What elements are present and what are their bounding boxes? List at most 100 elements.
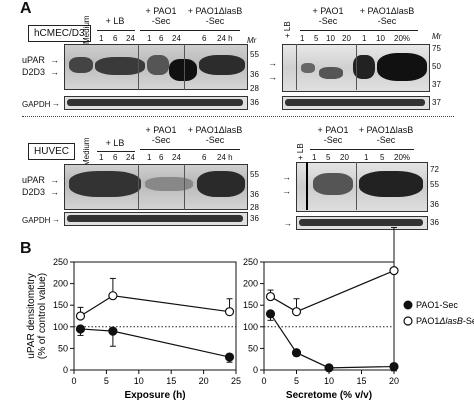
pao1-header-r2-sub: -Sec bbox=[323, 135, 343, 145]
tick: 20 bbox=[342, 34, 351, 43]
arrow-upar-right: → bbox=[268, 58, 277, 68]
mr-label-r: Mr bbox=[432, 32, 442, 41]
blot-gapdh-huvec-r bbox=[296, 216, 428, 230]
tick: 1 bbox=[312, 153, 317, 162]
pao1-header-line bbox=[140, 30, 240, 31]
y-tick-label: 150 bbox=[243, 300, 258, 310]
gapdh-label-top: GAPDH bbox=[22, 100, 51, 109]
tick: 1 bbox=[147, 34, 152, 43]
x-tick-label: 5 bbox=[294, 376, 299, 386]
x-axis-label: Exposure (h) bbox=[124, 390, 185, 401]
legend-part: -Sec bbox=[463, 316, 474, 326]
data-point bbox=[108, 326, 118, 336]
lasb-header-r: + PAO1ΔlasB bbox=[359, 6, 415, 16]
cell-label-hcmec: hCMEC/D3 bbox=[28, 25, 91, 42]
y-tick-label: 100 bbox=[243, 322, 258, 332]
x-tick-label: 0 bbox=[261, 376, 266, 386]
cell-label-huvec: HUVEC bbox=[28, 143, 76, 160]
mw-tick: 36 bbox=[250, 70, 259, 79]
arrow-upar-top: → bbox=[50, 55, 59, 65]
x-tick-label: 5 bbox=[104, 376, 109, 386]
data-point bbox=[108, 291, 118, 301]
tick: 1 bbox=[364, 153, 369, 162]
arrow-gapdh-top: → bbox=[52, 99, 60, 108]
tick: 24 h bbox=[217, 153, 233, 162]
x-tick-label: 15 bbox=[356, 376, 366, 386]
y-tick-label: 50 bbox=[248, 343, 258, 353]
tick: 1 bbox=[99, 153, 104, 162]
lasb-header: + PAO1ΔlasB bbox=[187, 6, 243, 16]
tick: 24 h bbox=[217, 34, 233, 43]
y-tick-label: 150 bbox=[53, 300, 68, 310]
tick: 24 bbox=[172, 34, 181, 43]
pao1-header: + PAO1 bbox=[145, 6, 177, 16]
y-tick-label: 0 bbox=[63, 365, 68, 375]
mw-tick: 50 bbox=[432, 62, 441, 71]
series-line bbox=[270, 270, 395, 313]
mw-tick: 36 bbox=[430, 200, 439, 209]
series-line bbox=[80, 328, 230, 358]
mw-tick: 75 bbox=[432, 44, 441, 53]
arrow-d2d3-right-2: → bbox=[282, 186, 291, 196]
data-point bbox=[265, 291, 276, 302]
x-tick-label: 0 bbox=[71, 376, 76, 386]
pao1-header-2: + PAO1 bbox=[145, 125, 177, 135]
blot-gapdh-huvec bbox=[64, 212, 248, 226]
gapdh-label-bottom: GAPDH bbox=[22, 216, 51, 225]
tick: 24 bbox=[126, 34, 135, 43]
tick: 20% bbox=[394, 34, 411, 43]
lb-header-2: + LB bbox=[105, 138, 125, 148]
mw-tick: 55 bbox=[250, 50, 259, 59]
mw-tick: 55 bbox=[430, 180, 439, 189]
pao1-header-r: + PAO1 bbox=[312, 6, 344, 16]
tick: 6 bbox=[202, 153, 207, 162]
data-point bbox=[224, 307, 235, 317]
mw-tick: 36 bbox=[430, 218, 439, 227]
tick: 24 bbox=[172, 153, 181, 162]
d2d3-label-top: D2D3 bbox=[22, 67, 46, 77]
x-tick-label: 20 bbox=[389, 376, 399, 386]
mw-tick: 28 bbox=[250, 84, 259, 93]
tick: 24 bbox=[126, 153, 135, 162]
y-tick-label: 250 bbox=[243, 257, 258, 267]
arrow-d2d3-right: → bbox=[268, 72, 277, 82]
mw-tick: 28 bbox=[250, 203, 259, 212]
separator bbox=[22, 116, 454, 117]
tick: 6 bbox=[159, 34, 164, 43]
lasb-header-r2-sub: -Sec bbox=[376, 135, 396, 145]
legend-marker-filled bbox=[403, 300, 413, 310]
mw-tick: 37 bbox=[432, 80, 441, 89]
data-point bbox=[291, 348, 302, 358]
mw-tick: 36 bbox=[250, 214, 259, 223]
tick: 20 bbox=[340, 153, 349, 162]
tick: 5 bbox=[314, 34, 319, 43]
data-point bbox=[75, 311, 86, 321]
blot-gapdh-hcmec-r bbox=[282, 96, 430, 110]
upar-label-top: uPAR bbox=[22, 55, 45, 65]
legend-label-lasb: PAO1ΔlasB-Sec bbox=[416, 316, 474, 326]
upar-label-bottom: uPAR bbox=[22, 175, 45, 185]
x-tick-label: 20 bbox=[199, 376, 209, 386]
mr-label: Mr bbox=[247, 36, 257, 45]
legend-part: PAO1 bbox=[416, 316, 439, 326]
tick: 10 bbox=[326, 34, 335, 43]
panel-letter-b: B bbox=[20, 240, 32, 257]
tick: 20% bbox=[394, 153, 411, 162]
lasb-header-r-sub: -Sec bbox=[377, 16, 397, 26]
pao1-header-r2: + PAO1 bbox=[317, 125, 349, 135]
tick: 10 bbox=[376, 34, 385, 43]
y-tick-label: 200 bbox=[243, 279, 258, 289]
tick: 6 bbox=[113, 34, 118, 43]
data-point bbox=[389, 361, 399, 372]
tick: 6 bbox=[202, 34, 207, 43]
tick: 5 bbox=[380, 153, 385, 162]
x-tick-label: 10 bbox=[324, 376, 334, 386]
tick: 6 bbox=[113, 153, 118, 162]
y-axis-label-sub: (% of control value) bbox=[37, 273, 48, 359]
pao1-header-sub: -Sec bbox=[151, 16, 171, 26]
panel-letter-a: A bbox=[20, 0, 32, 17]
